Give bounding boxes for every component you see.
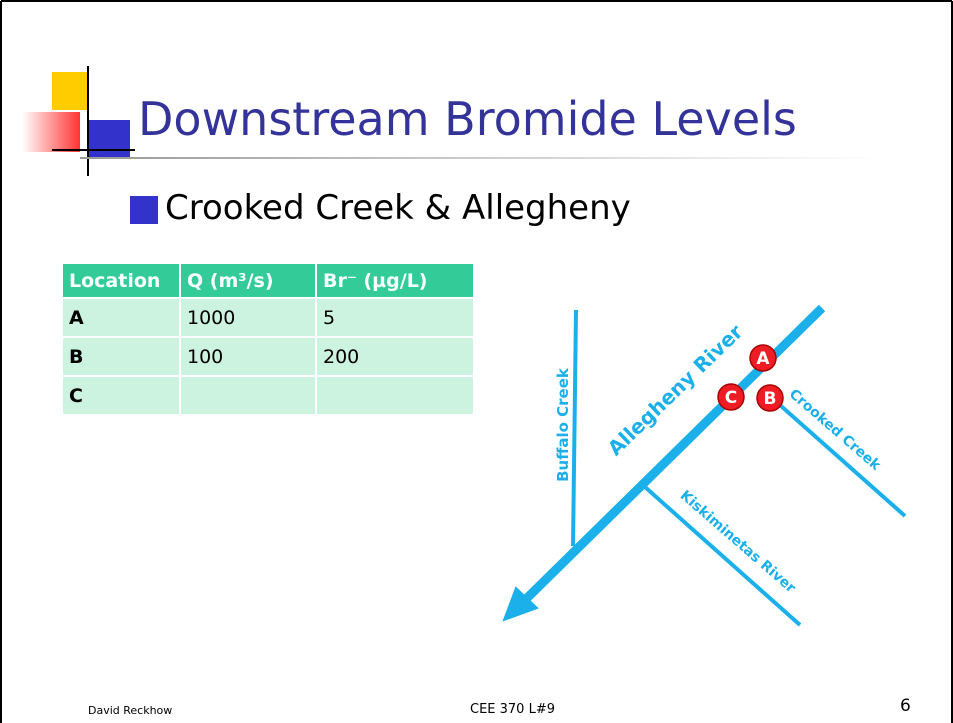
- river-label: Kiskiminetas River: [677, 488, 799, 597]
- table-cell: 200: [315, 336, 475, 377]
- table-body: A 1000 5 B 100 200 C: [61, 297, 475, 416]
- table-cell: C: [61, 375, 181, 416]
- table-cell: [315, 375, 475, 416]
- table-header: Q (m³/s): [179, 262, 317, 299]
- table-header: Br⁻ (µg/L): [315, 262, 475, 299]
- table-cell: A: [61, 297, 181, 338]
- table-cell: 5: [315, 297, 475, 338]
- table-row: A 1000 5: [61, 297, 475, 338]
- table-row: B 100 200: [61, 336, 475, 377]
- table-header: Location: [61, 262, 181, 299]
- bullet: Crooked Creek & Allegheny: [165, 188, 631, 228]
- table-cell: B: [61, 336, 181, 377]
- title: Downstream Bromide Levels: [138, 92, 797, 146]
- point-label: B: [764, 389, 777, 409]
- point-label: A: [756, 349, 770, 369]
- table-cell: 1000: [179, 297, 317, 338]
- table-row: C: [61, 375, 475, 416]
- table-cell: [179, 375, 317, 416]
- footer-author: David Reckhow: [88, 704, 173, 717]
- footer-course: CEE 370 L#9: [470, 702, 555, 717]
- data-table: Location Q (m³/s) Br⁻ (µg/L) A 1000 5 B 100 2…: [61, 262, 475, 416]
- river-label: Crooked Creek: [786, 386, 884, 474]
- table-cell: 100: [179, 336, 317, 377]
- river-label: Buffalo Creek: [554, 367, 572, 482]
- point-label: C: [725, 388, 737, 408]
- page-number: 6: [900, 696, 911, 716]
